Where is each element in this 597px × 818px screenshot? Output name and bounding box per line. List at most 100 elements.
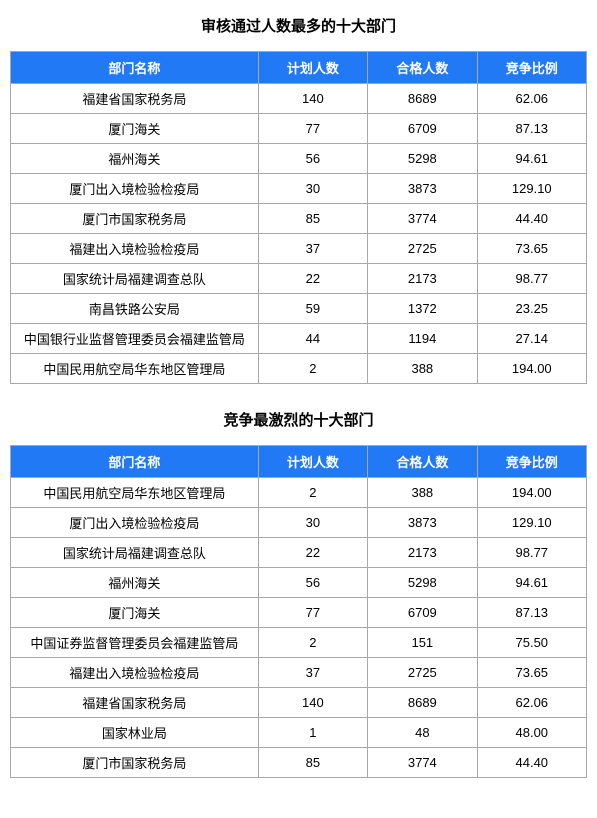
cell-qualified: 6709 — [368, 114, 477, 144]
table-row: 厦门海关 77 6709 87.13 — [11, 114, 587, 144]
cell-dept: 中国民用航空局华东地区管理局 — [11, 354, 259, 384]
cell-ratio: 98.77 — [477, 264, 586, 294]
cell-plan: 85 — [258, 748, 367, 778]
cell-dept: 福州海关 — [11, 568, 259, 598]
table1-body: 福建省国家税务局 140 8689 62.06 厦门海关 77 6709 87.… — [11, 84, 587, 384]
cell-dept: 福建省国家税务局 — [11, 84, 259, 114]
table1-col-header-ratio: 竞争比例 — [477, 52, 586, 84]
cell-plan: 2 — [258, 354, 367, 384]
cell-plan: 59 — [258, 294, 367, 324]
cell-ratio: 62.06 — [477, 84, 586, 114]
cell-dept: 中国银行业监督管理委员会福建监管局 — [11, 324, 259, 354]
cell-ratio: 73.65 — [477, 658, 586, 688]
table2-body: 中国民用航空局华东地区管理局 2 388 194.00 厦门出入境检验检疫局 3… — [11, 478, 587, 778]
cell-ratio: 94.61 — [477, 568, 586, 598]
cell-ratio: 73.65 — [477, 234, 586, 264]
table-row: 福州海关 56 5298 94.61 — [11, 568, 587, 598]
cell-plan: 140 — [258, 84, 367, 114]
cell-plan: 30 — [258, 174, 367, 204]
cell-dept: 中国证券监督管理委员会福建监管局 — [11, 628, 259, 658]
cell-qualified: 388 — [368, 478, 477, 508]
cell-dept: 福建出入境检验检疫局 — [11, 234, 259, 264]
cell-plan: 30 — [258, 508, 367, 538]
table1-col-header-dept: 部门名称 — [11, 52, 259, 84]
cell-ratio: 48.00 — [477, 718, 586, 748]
cell-ratio: 27.14 — [477, 324, 586, 354]
table1: 部门名称 计划人数 合格人数 竞争比例 福建省国家税务局 140 8689 62… — [10, 51, 587, 384]
table-row: 厦门出入境检验检疫局 30 3873 129.10 — [11, 508, 587, 538]
table-row: 南昌铁路公安局 59 1372 23.25 — [11, 294, 587, 324]
cell-dept: 厦门市国家税务局 — [11, 748, 259, 778]
cell-dept: 中国民用航空局华东地区管理局 — [11, 478, 259, 508]
cell-qualified: 151 — [368, 628, 477, 658]
cell-ratio: 87.13 — [477, 114, 586, 144]
cell-ratio: 129.10 — [477, 174, 586, 204]
cell-dept: 福建省国家税务局 — [11, 688, 259, 718]
cell-qualified: 8689 — [368, 84, 477, 114]
cell-plan: 2 — [258, 478, 367, 508]
table-row: 厦门市国家税务局 85 3774 44.40 — [11, 204, 587, 234]
table-row: 厦门市国家税务局 85 3774 44.40 — [11, 748, 587, 778]
cell-dept: 厦门市国家税务局 — [11, 204, 259, 234]
table-row: 中国民用航空局华东地区管理局 2 388 194.00 — [11, 354, 587, 384]
cell-qualified: 5298 — [368, 568, 477, 598]
cell-ratio: 87.13 — [477, 598, 586, 628]
cell-qualified: 3774 — [368, 748, 477, 778]
table2-section: 竞争最激烈的十大部门 部门名称 计划人数 合格人数 竞争比例 中国民用航空局华东… — [10, 409, 587, 778]
cell-qualified: 2173 — [368, 264, 477, 294]
cell-ratio: 62.06 — [477, 688, 586, 718]
table2-col-header-qualified: 合格人数 — [368, 446, 477, 478]
cell-ratio: 194.00 — [477, 354, 586, 384]
cell-ratio: 44.40 — [477, 204, 586, 234]
table2-col-header-plan: 计划人数 — [258, 446, 367, 478]
cell-qualified: 1372 — [368, 294, 477, 324]
table-row: 福建出入境检验检疫局 37 2725 73.65 — [11, 658, 587, 688]
cell-plan: 1 — [258, 718, 367, 748]
cell-plan: 140 — [258, 688, 367, 718]
table1-col-header-qualified: 合格人数 — [368, 52, 477, 84]
cell-ratio: 194.00 — [477, 478, 586, 508]
cell-plan: 37 — [258, 658, 367, 688]
table-row: 厦门出入境检验检疫局 30 3873 129.10 — [11, 174, 587, 204]
table-row: 福建省国家税务局 140 8689 62.06 — [11, 688, 587, 718]
table2-header-row: 部门名称 计划人数 合格人数 竞争比例 — [11, 446, 587, 478]
cell-dept: 厦门出入境检验检疫局 — [11, 508, 259, 538]
cell-dept: 厦门出入境检验检疫局 — [11, 174, 259, 204]
cell-ratio: 129.10 — [477, 508, 586, 538]
table-row: 福建省国家税务局 140 8689 62.06 — [11, 84, 587, 114]
cell-qualified: 48 — [368, 718, 477, 748]
cell-qualified: 3873 — [368, 174, 477, 204]
cell-plan: 56 — [258, 568, 367, 598]
table-row: 国家统计局福建调查总队 22 2173 98.77 — [11, 538, 587, 568]
table2: 部门名称 计划人数 合格人数 竞争比例 中国民用航空局华东地区管理局 2 388… — [10, 445, 587, 778]
table1-title: 审核通过人数最多的十大部门 — [10, 15, 587, 36]
table-row: 厦门海关 77 6709 87.13 — [11, 598, 587, 628]
cell-dept: 国家林业局 — [11, 718, 259, 748]
cell-qualified: 1194 — [368, 324, 477, 354]
table1-header-row: 部门名称 计划人数 合格人数 竞争比例 — [11, 52, 587, 84]
cell-qualified: 2173 — [368, 538, 477, 568]
cell-dept: 福州海关 — [11, 144, 259, 174]
cell-ratio: 75.50 — [477, 628, 586, 658]
cell-dept: 厦门海关 — [11, 114, 259, 144]
table-row: 福建出入境检验检疫局 37 2725 73.65 — [11, 234, 587, 264]
cell-plan: 85 — [258, 204, 367, 234]
cell-ratio: 44.40 — [477, 748, 586, 778]
cell-qualified: 3774 — [368, 204, 477, 234]
cell-ratio: 98.77 — [477, 538, 586, 568]
cell-qualified: 2725 — [368, 234, 477, 264]
table-row: 中国民用航空局华东地区管理局 2 388 194.00 — [11, 478, 587, 508]
cell-qualified: 3873 — [368, 508, 477, 538]
cell-plan: 44 — [258, 324, 367, 354]
cell-dept: 福建出入境检验检疫局 — [11, 658, 259, 688]
table1-section: 审核通过人数最多的十大部门 部门名称 计划人数 合格人数 竞争比例 福建省国家税… — [10, 15, 587, 384]
table-row: 中国证券监督管理委员会福建监管局 2 151 75.50 — [11, 628, 587, 658]
cell-ratio: 23.25 — [477, 294, 586, 324]
table2-col-header-ratio: 竞争比例 — [477, 446, 586, 478]
cell-plan: 77 — [258, 114, 367, 144]
cell-qualified: 5298 — [368, 144, 477, 174]
cell-qualified: 388 — [368, 354, 477, 384]
table-row: 中国银行业监督管理委员会福建监管局 44 1194 27.14 — [11, 324, 587, 354]
cell-plan: 37 — [258, 234, 367, 264]
cell-dept: 厦门海关 — [11, 598, 259, 628]
